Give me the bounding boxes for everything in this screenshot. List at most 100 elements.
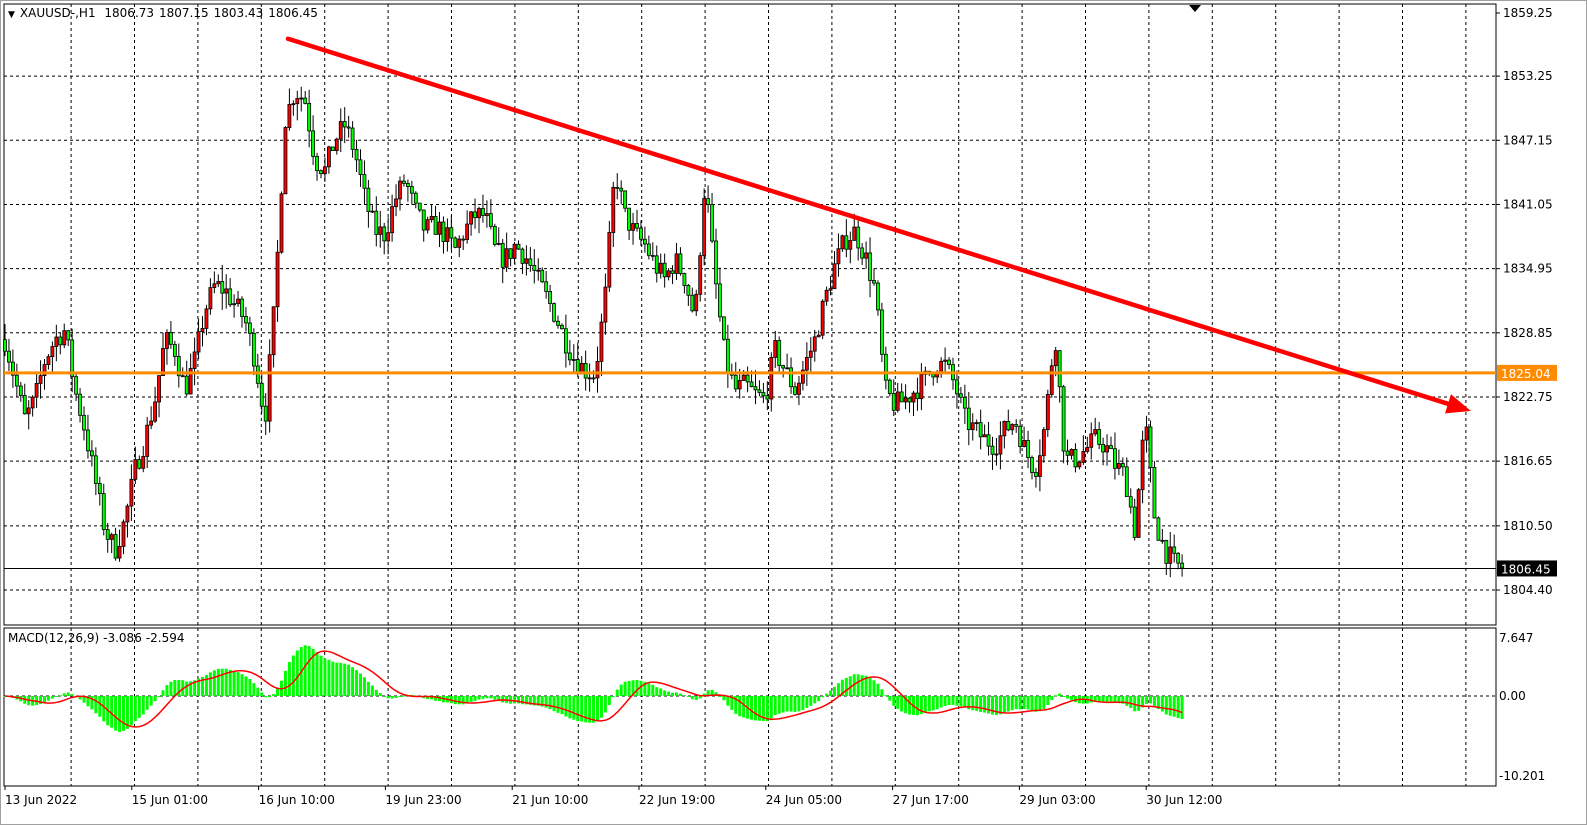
macd-bar <box>959 696 963 707</box>
candle-body <box>749 381 754 388</box>
candle-body <box>864 252 868 259</box>
price-tick-label: 1816.65 <box>1503 454 1553 468</box>
candle-body <box>30 396 35 409</box>
resistance-trendline <box>285 36 1451 407</box>
candle-body <box>753 386 758 391</box>
macd-bar <box>900 696 904 712</box>
candle-body <box>449 227 454 239</box>
macd-bar <box>1097 696 1101 702</box>
macd-bar <box>378 692 382 696</box>
candle-body <box>943 359 947 362</box>
candle-body <box>793 386 797 395</box>
candle-body <box>504 248 509 268</box>
time-tick-label: 22 Jun 19:00 <box>639 793 715 807</box>
macd-bar <box>971 696 975 711</box>
macd-bar <box>611 696 615 697</box>
candle-body <box>970 422 975 431</box>
candle-body <box>1010 424 1015 431</box>
candle-body <box>133 459 138 480</box>
candle-body <box>591 377 596 380</box>
macd-bar <box>1050 696 1054 701</box>
candle-body <box>911 392 916 403</box>
macd-bar <box>915 696 919 716</box>
macd-bar <box>599 696 603 718</box>
candle-body <box>737 380 742 390</box>
macd-bar <box>1006 696 1010 712</box>
macd-bar <box>781 696 785 713</box>
macd-bar <box>1062 696 1066 697</box>
candle-body <box>808 350 813 358</box>
macd-bar <box>761 696 765 722</box>
macd-bar <box>714 692 718 696</box>
price-tick-label: 1841.05 <box>1503 197 1553 211</box>
candle-body <box>26 407 31 415</box>
candle-body <box>1156 517 1161 541</box>
candle-body <box>1085 446 1090 452</box>
candle-body <box>1034 472 1038 477</box>
candle-body <box>86 429 90 452</box>
macd-bar <box>426 696 430 699</box>
candle-body <box>564 328 568 354</box>
candle-body <box>1172 546 1177 554</box>
macd-bar <box>66 692 70 696</box>
candle-body <box>646 243 651 256</box>
macd-bar <box>517 696 520 704</box>
candle-body <box>1109 445 1113 450</box>
macd-bar <box>524 696 528 705</box>
macd-bar <box>347 664 351 696</box>
macd-bar <box>216 668 220 696</box>
candle-body <box>58 336 63 346</box>
macd-bar <box>90 696 94 710</box>
macd-bar <box>785 696 789 712</box>
candle-body <box>137 459 142 469</box>
candle-body <box>635 223 639 229</box>
macd-value: -3.086 <box>103 631 142 645</box>
macd-bar <box>801 696 805 710</box>
candle-body <box>366 187 371 212</box>
candle-body <box>773 340 778 358</box>
candle-body <box>990 445 995 455</box>
macd-bar <box>532 696 536 706</box>
candle-body <box>204 308 209 329</box>
macd-tick-label: 7.647 <box>1499 631 1533 645</box>
candle-body <box>998 435 1003 455</box>
macd-bar <box>706 690 710 696</box>
candle-body <box>955 379 959 395</box>
candle-body <box>192 351 197 369</box>
macd-bar <box>307 646 311 696</box>
macd-bar <box>1172 696 1176 717</box>
macd-bar <box>390 696 394 699</box>
macd-bar <box>402 695 406 697</box>
macd-bar <box>623 681 627 696</box>
macd-bar <box>809 696 813 706</box>
macd-bar <box>750 696 754 720</box>
candle-body <box>287 103 292 128</box>
candle-body <box>718 283 722 318</box>
macd-bar <box>864 675 868 696</box>
macd-bar <box>659 688 663 696</box>
macd-bar <box>457 696 461 705</box>
candle-body <box>974 422 979 424</box>
candle-body <box>516 243 521 250</box>
macd-bar <box>268 696 272 698</box>
macd-bar <box>813 696 817 704</box>
macd-bar <box>1093 696 1097 702</box>
candle-body <box>176 356 181 377</box>
macd-bar <box>686 696 690 697</box>
macd-bar <box>698 696 702 699</box>
candle-body <box>876 282 880 311</box>
candle-body <box>1148 426 1153 468</box>
candle-body <box>228 288 233 306</box>
macd-bar <box>481 696 485 699</box>
macd-bar <box>805 696 809 708</box>
macd-bar <box>58 695 62 697</box>
macd-bar <box>327 659 331 696</box>
candle-body <box>398 180 402 200</box>
macd-bar <box>197 678 201 696</box>
candle-body <box>674 253 679 274</box>
macd-bar <box>596 696 599 722</box>
candle-body <box>666 270 671 278</box>
candle-body <box>461 238 466 241</box>
candle-body <box>196 331 201 353</box>
